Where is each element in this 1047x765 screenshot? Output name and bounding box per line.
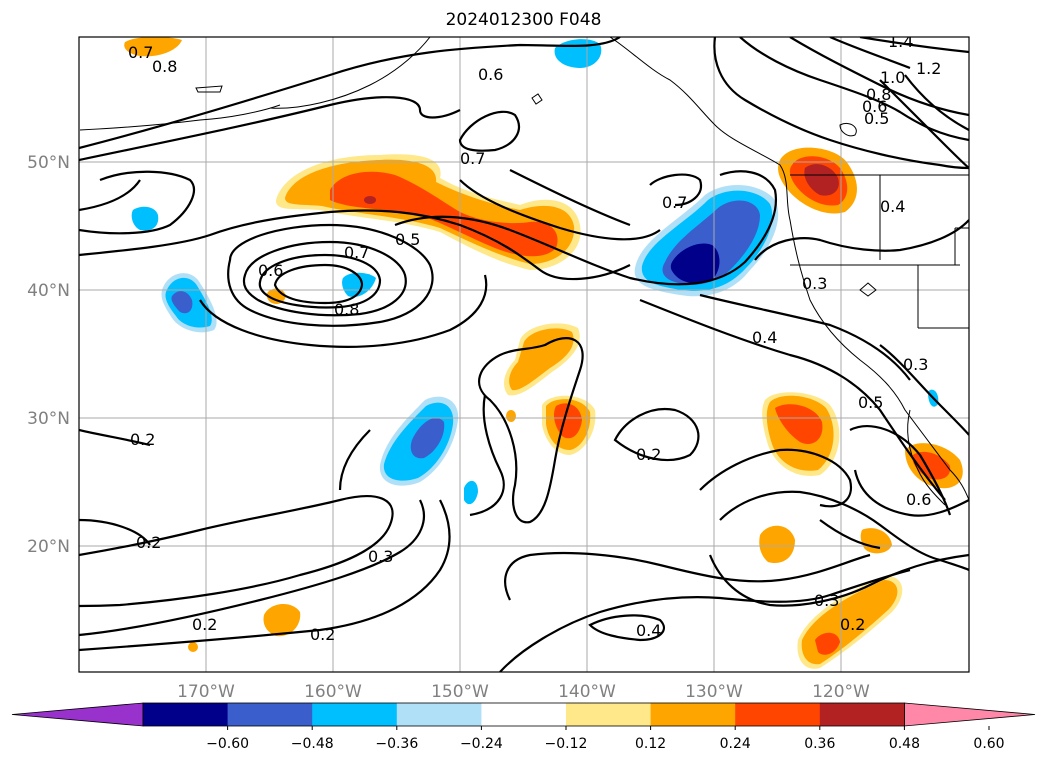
contour-label: 0.4 <box>880 197 905 216</box>
contour-label: 0.5 <box>864 109 889 128</box>
colorbar-segment <box>312 703 398 726</box>
colorbar-label: −0.48 <box>291 736 334 752</box>
negative-anomaly-small-west <box>131 206 159 231</box>
contour-label: 0.2 <box>636 445 661 464</box>
colorbar-label: 0.36 <box>804 736 835 752</box>
contour-label: 0.7 <box>344 243 369 262</box>
contour-label: 0.2 <box>840 615 865 634</box>
y-axis-labels: 50°N 40°N 30°N 20°N <box>27 153 70 557</box>
positive-anomaly-pacific-northwest-coast <box>778 147 858 214</box>
positive-anomaly-tiny-sw <box>188 642 198 652</box>
colorbar-segment <box>227 703 313 726</box>
shaded-anomalies <box>124 37 963 669</box>
contour-label: 0.3 <box>368 547 393 566</box>
positive-anomaly-30n-142w <box>542 395 596 455</box>
colorbar-label: 0.60 <box>973 736 1004 752</box>
colorbar-segment <box>481 703 567 726</box>
negative-anomaly-40n-170w <box>161 273 217 333</box>
colorbar-segment <box>396 703 482 726</box>
contour-label: 0.3 <box>814 591 839 610</box>
y-tick-label: 30°N <box>27 409 70 429</box>
contour-label: 0.6 <box>862 97 887 116</box>
colorbar-extend-high <box>904 702 1036 727</box>
contour-label: 0.7 <box>460 149 485 168</box>
x-tick-label: 160°W <box>304 682 362 702</box>
contour-label: 0.8 <box>334 300 359 319</box>
x-tick-label: 140°W <box>558 682 616 702</box>
x-tick-label: 130°W <box>685 682 743 702</box>
positive-anomaly-tiny <box>506 410 516 422</box>
contour-label: 0.8 <box>866 85 891 104</box>
contour-label: 0.7 <box>662 193 687 212</box>
positive-anomaly-north-central <box>275 154 581 270</box>
negative-anomaly-inner-low <box>342 272 376 298</box>
map-title: 2024012300 F048 <box>445 10 602 30</box>
x-axis-labels: 170°W 160°W 150°W 140°W 130°W 120°W <box>177 682 870 702</box>
contour-label: 0.2 <box>310 625 335 644</box>
positive-anomaly-28n-125w <box>762 392 840 476</box>
contour-label: 1.4 <box>888 32 913 51</box>
contour-label: 0.2 <box>136 533 161 552</box>
coastlines <box>79 37 969 506</box>
colorbar-label: −0.24 <box>460 736 503 752</box>
contour-label: 0.5 <box>395 230 420 249</box>
negative-anomaly-northeast-pacific <box>634 184 779 297</box>
y-tick-label: 50°N <box>27 153 70 173</box>
contour-label: 0.3 <box>802 274 827 293</box>
colorbar-label: −0.60 <box>206 736 249 752</box>
positive-anomaly-18n-125w <box>759 525 795 564</box>
colorbar-segment <box>735 703 821 726</box>
contour-label: 0.6 <box>258 261 283 280</box>
contour-label: 0.5 <box>858 393 883 412</box>
colorbar-label: −0.36 <box>375 736 418 752</box>
contour-label: 0.4 <box>752 328 777 347</box>
y-tick-label: 40°N <box>27 281 70 301</box>
contour-label: 0.2 <box>192 615 217 634</box>
x-tick-label: 150°W <box>431 682 489 702</box>
contour-lines <box>79 37 969 672</box>
contour-label: 0.6 <box>906 490 931 509</box>
negative-anomaly-27n-155w <box>379 396 459 486</box>
map-frame <box>78 36 970 673</box>
contour-label: 1.2 <box>916 59 941 78</box>
colorbar-label: 0.48 <box>889 736 920 752</box>
colorbar-label: 0.24 <box>720 736 751 752</box>
colorbar-extend-low <box>11 702 144 727</box>
x-tick-label: 120°W <box>812 682 870 702</box>
colorbar-label: −0.12 <box>545 736 588 752</box>
contour-label: 0.7 <box>128 43 153 62</box>
positive-anomaly-18n-117w <box>860 528 892 554</box>
colorbar-frame <box>142 702 905 727</box>
x-tick-label: 170°W <box>177 682 235 702</box>
negative-anomaly-small-south <box>464 480 478 505</box>
y-tick-label: 20°N <box>27 537 70 557</box>
contour-label: 1.0 <box>880 68 905 87</box>
colorbar-segment <box>566 703 652 726</box>
positive-anomaly-southeast-band <box>797 575 903 669</box>
contour-label: 0.4 <box>636 621 661 640</box>
contour-labels: 0.7 0.8 0.6 1.4 1.2 1.0 0.8 0.6 0.5 0.7 … <box>128 32 941 644</box>
contour-label: 0.2 <box>130 430 155 449</box>
positive-anomaly-35n-145w <box>504 323 580 396</box>
contour-label: 0.8 <box>152 57 177 76</box>
colorbar: −0.60 −0.48 −0.36 −0.24 −0.12 0.12 0.24 0.36 0.4… <box>11 702 1036 752</box>
colorbar-segment <box>650 703 736 726</box>
positive-anomaly-15n-163w <box>263 604 301 637</box>
contour-label: 0.3 <box>903 355 928 374</box>
colorbar-label: 0.12 <box>635 736 666 752</box>
contour-label: 0.6 <box>478 65 503 84</box>
colorbar-segment <box>143 703 229 726</box>
colorbar-segment <box>819 703 905 726</box>
positive-anomaly-top-left <box>124 37 182 57</box>
negative-anomaly-top-center <box>554 39 602 68</box>
